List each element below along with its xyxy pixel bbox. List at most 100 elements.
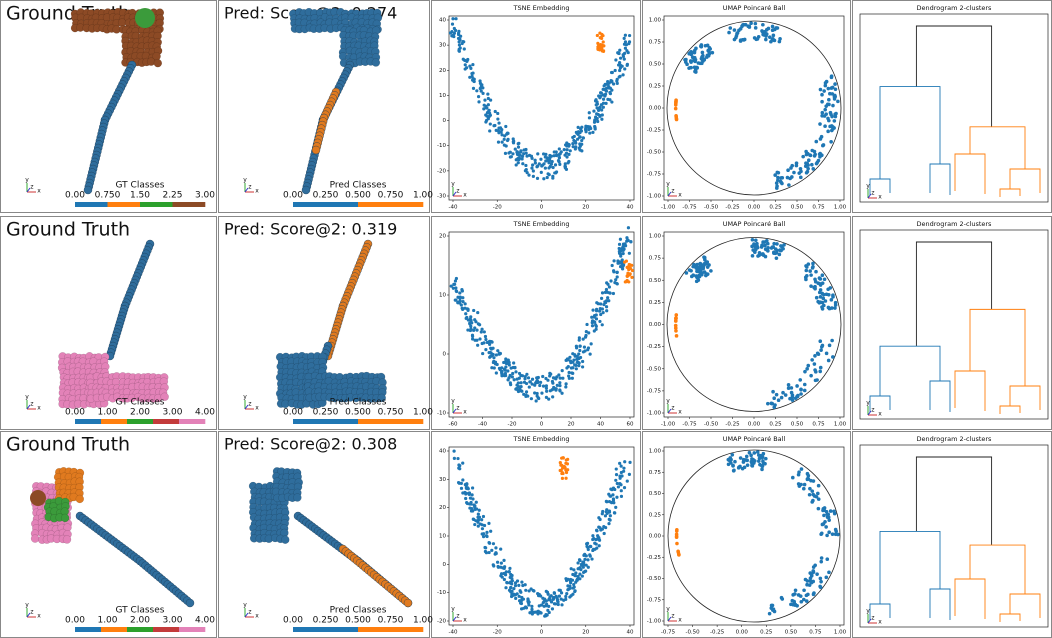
scatter-point bbox=[793, 588, 798, 593]
colorbar-segment bbox=[75, 627, 102, 632]
scatter-point bbox=[535, 176, 540, 180]
colorbar-segment bbox=[293, 419, 326, 424]
scatter-point bbox=[792, 599, 796, 604]
scatter-point bbox=[753, 21, 758, 26]
scatter-point bbox=[752, 451, 757, 455]
scatter-point bbox=[705, 53, 710, 58]
scatter-point bbox=[502, 558, 506, 562]
axis-triad bbox=[667, 408, 672, 414]
scatter-point bbox=[621, 54, 626, 59]
scatter-point bbox=[618, 237, 623, 241]
axis-triad-label: y bbox=[25, 602, 29, 609]
scatter-point bbox=[581, 337, 585, 341]
scatter-point bbox=[487, 550, 491, 555]
scatter-point bbox=[484, 120, 488, 124]
scatter-point bbox=[454, 298, 458, 302]
scatter-point bbox=[702, 255, 706, 259]
scatter-point bbox=[576, 561, 580, 565]
scatter-point bbox=[468, 506, 472, 510]
scatter-point bbox=[490, 366, 494, 370]
scatter-point bbox=[468, 64, 472, 68]
scatter-point bbox=[808, 486, 812, 491]
scatter-point bbox=[596, 41, 600, 45]
axis-triad-label: y bbox=[666, 181, 670, 188]
scatter-point bbox=[627, 251, 631, 255]
scatter-point bbox=[451, 286, 455, 290]
plot-frame bbox=[859, 229, 1049, 420]
point-blob bbox=[371, 58, 381, 67]
scatter-point bbox=[477, 100, 481, 104]
scatter-point bbox=[819, 556, 824, 560]
scatter-point bbox=[454, 289, 458, 293]
scatter-point bbox=[539, 380, 543, 384]
scatter-point bbox=[592, 109, 596, 113]
scatter-point bbox=[511, 141, 516, 145]
scatter-point bbox=[481, 351, 485, 356]
axis-triad-label: x bbox=[255, 405, 259, 412]
scatter-point bbox=[617, 251, 622, 255]
scatter-point bbox=[544, 589, 548, 593]
scatter-point bbox=[546, 608, 550, 612]
axis-triad bbox=[867, 193, 872, 199]
scatter-point bbox=[769, 246, 774, 250]
y-tick-label: 0.75 bbox=[649, 40, 662, 46]
scatter-point bbox=[476, 515, 480, 519]
x-tick-label: -0.75 bbox=[682, 205, 697, 211]
scatter-point bbox=[623, 242, 627, 246]
scatter-point bbox=[476, 518, 481, 522]
dendrogram-link bbox=[999, 613, 1021, 622]
colorbar-tick: 4.00 bbox=[195, 408, 215, 418]
scatter-point bbox=[599, 42, 603, 47]
scatter-point bbox=[456, 456, 460, 461]
scatter-point bbox=[580, 138, 584, 143]
scatter-point bbox=[469, 315, 473, 319]
scatter-point bbox=[584, 330, 588, 334]
scatter-point bbox=[524, 163, 528, 168]
scatter-point bbox=[562, 148, 566, 152]
scatter-point bbox=[761, 252, 765, 256]
scatter-point bbox=[618, 68, 622, 73]
scatter-point bbox=[763, 243, 767, 248]
scatter-point bbox=[449, 284, 453, 288]
scatter-point bbox=[541, 374, 545, 379]
colorbar-segment bbox=[325, 627, 359, 632]
scatter-point bbox=[590, 557, 594, 561]
colorbar-tick: 4.00 bbox=[195, 616, 215, 626]
scatter-point bbox=[559, 150, 563, 154]
y-tick-label: -20 bbox=[437, 619, 446, 625]
scatter-point bbox=[625, 479, 629, 483]
scatter-point bbox=[774, 256, 779, 260]
scatter-point bbox=[674, 316, 678, 321]
scatter-point bbox=[533, 158, 537, 162]
scatter-point bbox=[770, 401, 775, 406]
scatter-point bbox=[741, 38, 746, 42]
panel-border bbox=[642, 216, 851, 430]
scatter-point bbox=[805, 582, 809, 587]
scatter-point bbox=[600, 117, 604, 121]
scatter-point bbox=[822, 89, 826, 93]
scatter-point bbox=[674, 117, 679, 122]
scatter-point bbox=[556, 602, 560, 607]
scatter-point bbox=[547, 598, 551, 602]
y-tick-label: 0 bbox=[443, 352, 447, 358]
scatter-point bbox=[546, 592, 550, 596]
x-tick-label: -0.25 bbox=[725, 205, 740, 211]
scatter-point bbox=[606, 282, 610, 286]
colorbar-segment bbox=[101, 627, 128, 632]
axis-triad-label: y bbox=[451, 398, 455, 405]
scatter-point bbox=[827, 518, 831, 522]
scatter-point bbox=[480, 83, 484, 87]
scatter-point bbox=[754, 246, 758, 251]
scatter-point bbox=[517, 371, 522, 376]
scatter-point bbox=[533, 610, 537, 614]
scatter-point bbox=[816, 299, 820, 304]
scatter-point bbox=[526, 376, 531, 380]
scatter-point bbox=[486, 96, 490, 101]
panel-border bbox=[0, 0, 217, 213]
scatter-point bbox=[525, 372, 529, 376]
scatter-point bbox=[496, 565, 501, 569]
scatter-point bbox=[581, 365, 585, 369]
colorbar-tick: 0.750 bbox=[95, 191, 121, 201]
scatter-point bbox=[833, 87, 838, 92]
scatter-point bbox=[554, 170, 559, 174]
